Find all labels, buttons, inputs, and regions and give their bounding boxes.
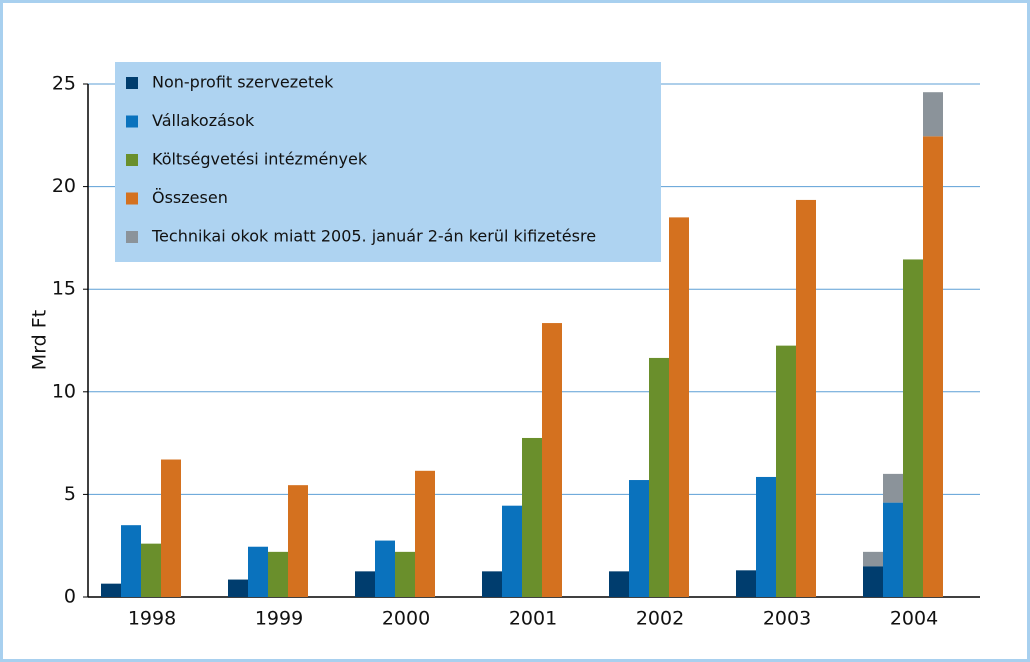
legend-swatch xyxy=(126,77,138,89)
bar-extra xyxy=(923,92,943,137)
x-tick-label: 2003 xyxy=(763,608,811,630)
y-tick-label: 20 xyxy=(52,175,76,197)
bar xyxy=(228,579,248,597)
bar xyxy=(502,505,522,597)
bar xyxy=(141,543,161,597)
legend-swatch xyxy=(126,192,138,205)
legend-swatch xyxy=(126,154,138,166)
y-tick-label: 0 xyxy=(64,586,76,608)
x-tick-label: 2004 xyxy=(890,608,938,630)
bar xyxy=(121,525,141,597)
bar xyxy=(629,480,649,597)
bar xyxy=(522,437,542,597)
bar xyxy=(268,551,288,597)
legend-label: Vállakozások xyxy=(152,111,255,130)
legend-swatch xyxy=(126,231,138,243)
bar xyxy=(923,136,943,598)
bar xyxy=(415,470,435,597)
y-axis-label: Mrd Ft xyxy=(29,310,51,370)
x-tick-label: 2002 xyxy=(636,608,684,630)
y-tick-label: 10 xyxy=(52,380,76,402)
bar-extra xyxy=(863,551,883,567)
bar xyxy=(395,551,415,597)
legend-box xyxy=(115,62,661,262)
x-tick-label: 2000 xyxy=(382,608,430,630)
bar xyxy=(355,571,375,597)
legend-label: Technikai okok miatt 2005. január 2-án k… xyxy=(151,227,596,246)
bar xyxy=(482,571,502,597)
legend-label: Költségvetési intézmények xyxy=(152,150,368,169)
bar xyxy=(649,357,669,597)
bar xyxy=(776,345,796,597)
bar xyxy=(883,502,903,597)
bar xyxy=(101,583,121,597)
bar xyxy=(736,570,756,597)
legend-label: Non-profit szervezetek xyxy=(152,73,334,92)
bar xyxy=(863,566,883,597)
bar xyxy=(903,259,923,597)
bar xyxy=(609,571,629,597)
bar xyxy=(288,485,308,597)
bar xyxy=(375,540,395,597)
bar xyxy=(756,476,776,597)
y-tick-label: 25 xyxy=(52,73,76,95)
x-tick-label: 2001 xyxy=(509,608,557,630)
bar-extra xyxy=(883,473,903,503)
bar xyxy=(542,323,562,597)
bar xyxy=(796,199,816,598)
y-tick-label: 15 xyxy=(52,278,76,300)
y-tick-label: 5 xyxy=(64,483,76,505)
x-tick-label: 1999 xyxy=(255,608,303,630)
legend-swatch xyxy=(126,115,138,128)
bar xyxy=(161,459,181,597)
bar xyxy=(669,217,689,597)
bar xyxy=(248,546,268,597)
x-tick-label: 1998 xyxy=(128,608,176,630)
legend-label: Összesen xyxy=(152,188,228,207)
